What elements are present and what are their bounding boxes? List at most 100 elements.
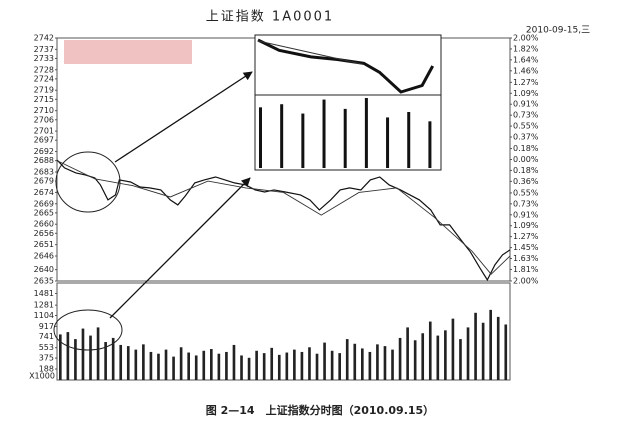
volume-bar bbox=[111, 337, 115, 380]
volume-tick-label: 375 bbox=[39, 354, 54, 363]
y2-tick-label: 1.63% bbox=[513, 254, 539, 263]
volume-tick-label: 188 bbox=[39, 365, 54, 374]
y-tick-label: 2733 bbox=[34, 54, 54, 63]
inset-volume-bar bbox=[259, 107, 262, 168]
volume-bar bbox=[210, 349, 213, 380]
volume-bar bbox=[262, 353, 266, 380]
y-tick-label: 2724 bbox=[34, 74, 54, 83]
volume-bar bbox=[421, 333, 425, 380]
inset-volume-bar bbox=[428, 121, 432, 168]
y2-tick-label: 2.00% bbox=[513, 34, 539, 43]
y2-tick-label: 1.81% bbox=[513, 265, 539, 274]
y-tick-label: 2665 bbox=[34, 208, 54, 217]
y2-tick-label: 0.91% bbox=[513, 210, 539, 219]
caption: 图 2—14 上证指数分时图（2010.09.15） bbox=[206, 403, 434, 417]
volume-bar bbox=[459, 339, 462, 380]
arrow bbox=[109, 177, 251, 319]
volume-tick-label: 917 bbox=[39, 322, 54, 331]
volume-bar bbox=[308, 347, 311, 380]
date: 2010-09-15,三 bbox=[526, 26, 590, 36]
volume-bar bbox=[285, 352, 289, 380]
volume-bar bbox=[391, 349, 394, 380]
y2-tick-label: 0.18% bbox=[513, 166, 539, 175]
inset-volume-bar bbox=[343, 108, 347, 168]
y-tick-label: 2688 bbox=[34, 156, 54, 165]
y-tick-label: 2706 bbox=[34, 115, 54, 124]
y2-tick-label: 0.18% bbox=[513, 144, 539, 153]
volume-bar bbox=[466, 327, 470, 380]
y2-tick-label: 0.00% bbox=[513, 155, 539, 164]
volume-bar bbox=[451, 318, 455, 380]
arrow bbox=[114, 71, 253, 163]
price-line bbox=[56, 160, 511, 275]
y-tick-label: 2660 bbox=[34, 220, 54, 229]
y-tick-label: 2715 bbox=[34, 95, 54, 104]
volume-bar bbox=[134, 349, 138, 380]
y2-tick-label: 0.73% bbox=[513, 199, 539, 208]
y-tick-label: 2697 bbox=[34, 136, 54, 145]
volume-bar bbox=[323, 342, 326, 380]
volume-bar bbox=[142, 344, 145, 380]
y-tick-label: 2683 bbox=[34, 167, 54, 176]
volume-bar bbox=[338, 353, 341, 380]
volume-bar bbox=[368, 351, 372, 380]
y2-tick-label: 2.00% bbox=[513, 277, 539, 286]
volume-bar bbox=[81, 328, 85, 380]
y2-tick-label: 0.36% bbox=[513, 177, 539, 186]
volume-bar bbox=[164, 349, 168, 380]
y-tick-label: 2674 bbox=[34, 188, 54, 197]
y2-tick-label: 1.64% bbox=[513, 55, 539, 64]
inset-volume-bar bbox=[386, 117, 390, 168]
inset-volume-bar bbox=[301, 113, 305, 168]
volume-bar bbox=[217, 353, 221, 380]
volume-bar bbox=[157, 353, 160, 380]
price-line bbox=[56, 159, 511, 282]
inset-volume-bar bbox=[322, 99, 326, 168]
volume-bar bbox=[481, 322, 485, 380]
volume-bar bbox=[66, 332, 70, 380]
volume-bar bbox=[194, 355, 198, 380]
volume-bar bbox=[172, 356, 175, 380]
inset-volume-bar bbox=[364, 98, 368, 168]
volume-bar bbox=[330, 350, 334, 380]
volume-bar bbox=[225, 351, 228, 380]
volume-tick-label: 553 bbox=[39, 343, 54, 352]
volume-bar bbox=[474, 312, 477, 380]
y-tick-label: 2728 bbox=[34, 65, 54, 74]
volume-bar bbox=[504, 324, 508, 380]
volume-bar bbox=[345, 339, 349, 380]
highlight-ellipse bbox=[55, 151, 121, 213]
volume-tick-label: 1281 bbox=[34, 301, 54, 310]
volume-bar bbox=[436, 335, 440, 380]
y-tick-label: 2710 bbox=[34, 106, 54, 115]
volume-bar bbox=[489, 309, 492, 380]
y-tick-label: 2640 bbox=[34, 265, 54, 274]
volume-bar bbox=[255, 350, 258, 380]
volume-bar bbox=[270, 347, 274, 380]
volume-tick-label: 1481 bbox=[34, 289, 54, 298]
volume-bar bbox=[74, 339, 77, 380]
y-tick-label: 2635 bbox=[34, 277, 54, 286]
y-tick-label: 2679 bbox=[34, 177, 54, 186]
y-tick-label: 2646 bbox=[34, 252, 54, 261]
volume-bar bbox=[315, 353, 319, 380]
chart-title: 上证指数 1A0001 bbox=[206, 10, 334, 25]
y-tick-label: 2719 bbox=[34, 86, 54, 95]
volume-tick-label: 1104 bbox=[34, 311, 54, 320]
volume-bar bbox=[300, 351, 304, 380]
inset-price-line bbox=[257, 38, 435, 94]
inset-volume-bar bbox=[280, 104, 284, 168]
volume-bar bbox=[126, 346, 130, 380]
volume-bar bbox=[187, 352, 190, 380]
y-tick-label: 2692 bbox=[34, 147, 54, 156]
y2-tick-label: 0.73% bbox=[513, 111, 539, 120]
volume-bar bbox=[104, 342, 107, 380]
volume-unit: X1000 bbox=[29, 372, 55, 381]
volume-bar bbox=[89, 335, 92, 380]
inset-average-line bbox=[257, 40, 364, 66]
volume-bar bbox=[398, 337, 402, 380]
volume-bar bbox=[277, 354, 281, 380]
volume-bar bbox=[361, 348, 364, 380]
volume-bar bbox=[232, 344, 236, 380]
